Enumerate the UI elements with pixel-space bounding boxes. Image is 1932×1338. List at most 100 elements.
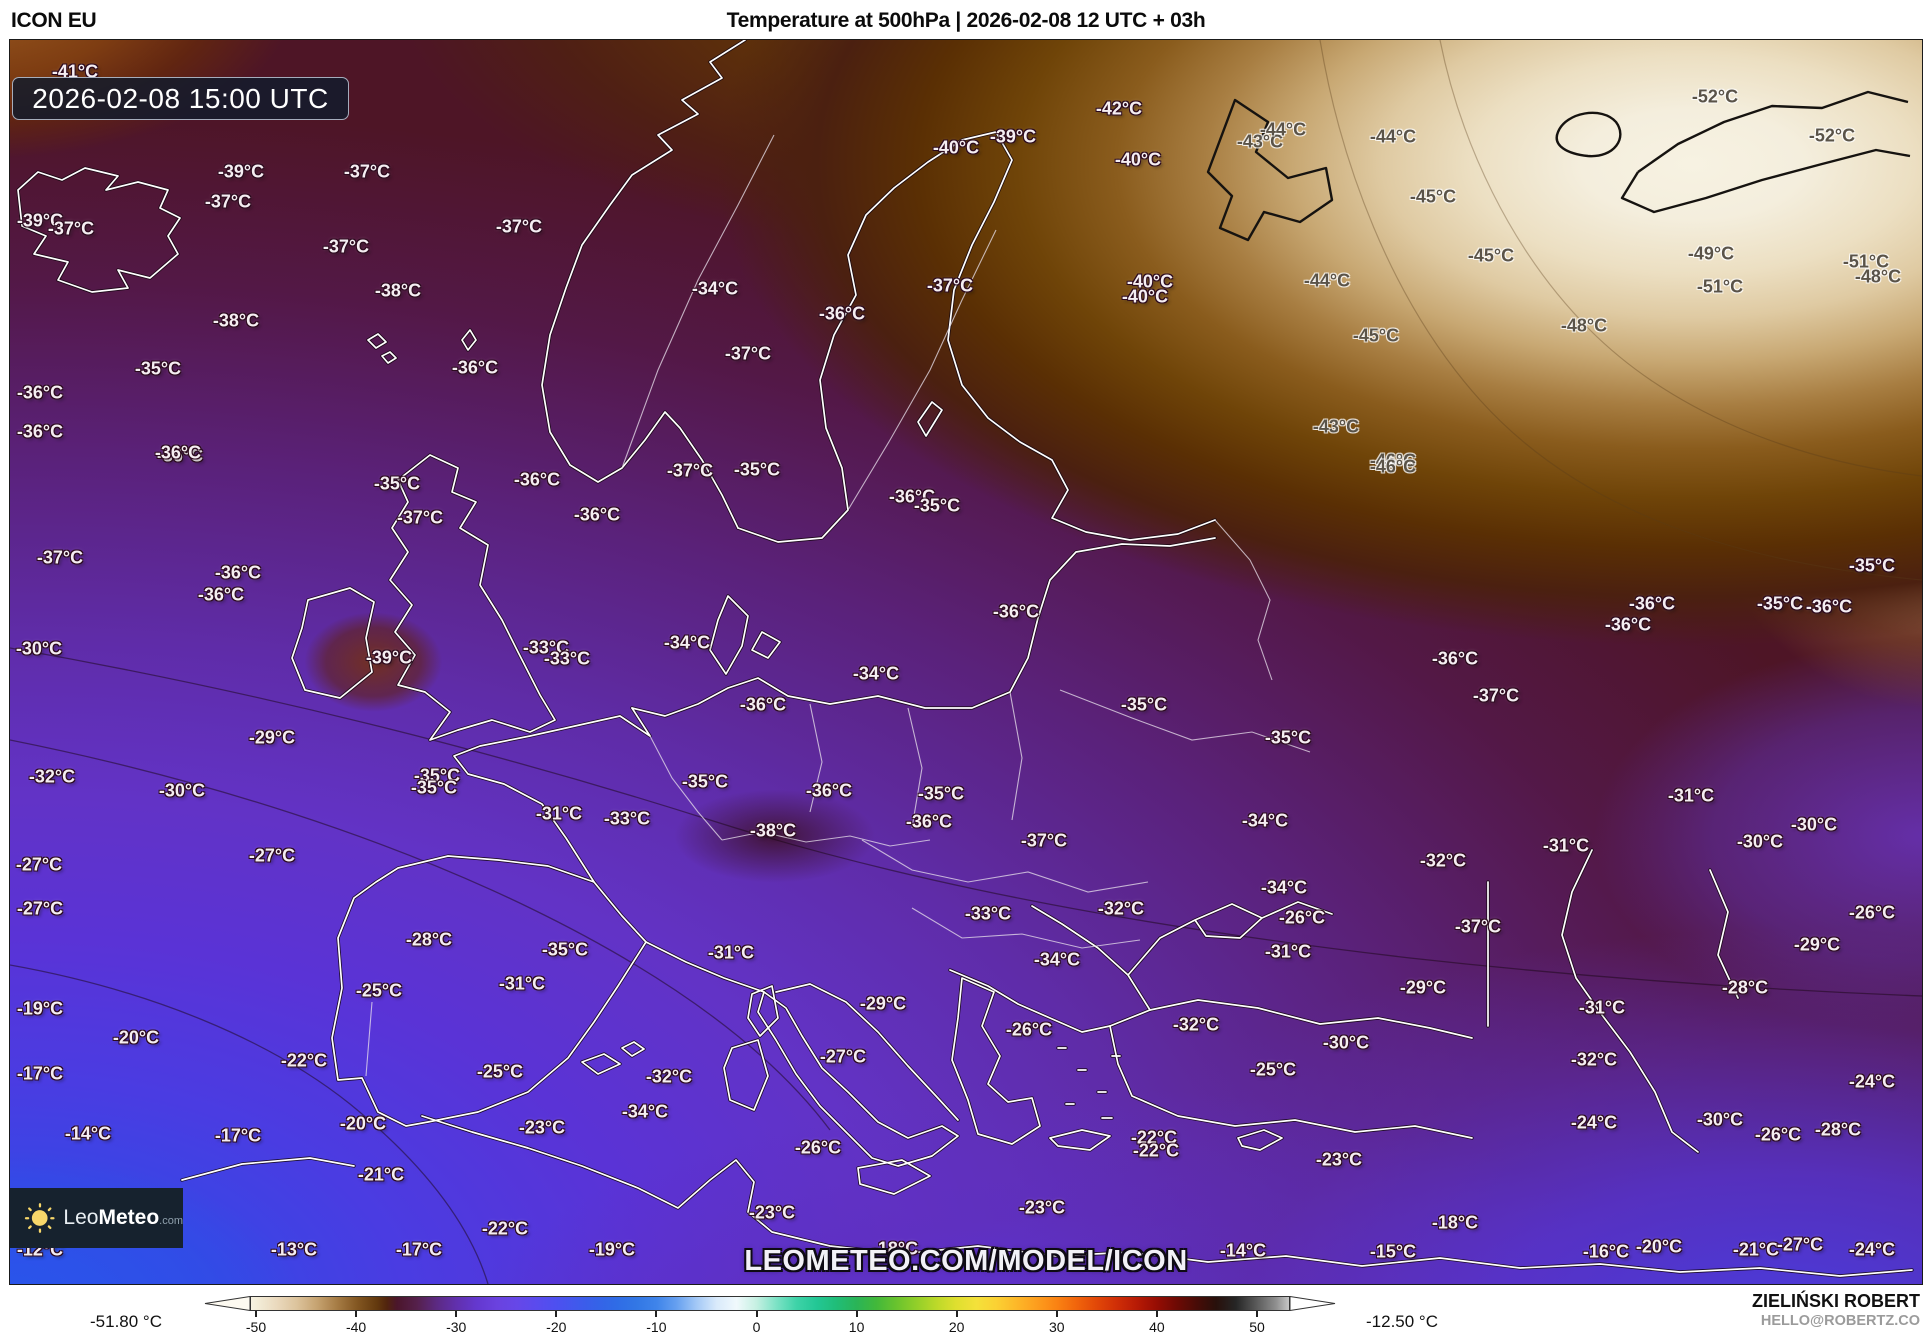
- colorbar-tick: 20: [949, 1311, 973, 1335]
- temperature-label: -25°C: [355, 980, 403, 1001]
- temperature-label: -34°C: [1260, 877, 1308, 898]
- temperature-label: -17°C: [16, 1063, 64, 1084]
- temperature-label: -19°C: [16, 998, 64, 1019]
- leometeo-logo: LeoMeteo.com: [10, 1188, 183, 1248]
- temperature-label: -36°C: [573, 504, 621, 525]
- temperature-label: -29°C: [1399, 977, 1447, 998]
- temperature-label: -32°C: [1570, 1049, 1618, 1070]
- temperature-label: -27°C: [819, 1046, 867, 1067]
- temperature-label: -37°C: [666, 460, 714, 481]
- temperature-label: -35°C: [1756, 593, 1804, 614]
- temperature-label: -36°C: [197, 584, 245, 605]
- temperature-label: -33°C: [964, 903, 1012, 924]
- temperature-label: -36°C: [214, 562, 262, 583]
- temperature-label: -36°C: [1628, 593, 1676, 614]
- temperature-label: -32°C: [1419, 850, 1467, 871]
- temperature-label: -23°C: [748, 1202, 796, 1223]
- temperature-label: -26°C: [794, 1137, 842, 1158]
- temperature-label: -37°C: [396, 507, 444, 528]
- temperature-label: -37°C: [724, 343, 772, 364]
- temperature-label: -37°C: [1454, 916, 1502, 937]
- temperature-label: -37°C: [343, 161, 391, 182]
- temperature-label: -35°C: [1120, 694, 1168, 715]
- temperature-label: -39°C: [365, 647, 413, 668]
- country-borders: [365, 134, 1311, 1077]
- temperature-label: -31°C: [1264, 941, 1312, 962]
- temperature-label: -34°C: [621, 1101, 669, 1122]
- temperature-label: -35°C: [1848, 555, 1896, 576]
- colorbar-tick: -50: [246, 1311, 276, 1335]
- temperature-label: -40°C: [932, 137, 980, 158]
- temperature-label: -37°C: [1472, 685, 1520, 706]
- temperature-label: -13°C: [270, 1239, 318, 1260]
- temperature-label: -38°C: [212, 310, 260, 331]
- temperature-label: -37°C: [322, 236, 370, 257]
- temperature-label: -31°C: [1578, 997, 1626, 1018]
- temperature-label: -38°C: [374, 280, 422, 301]
- temperature-label: -39°C: [16, 210, 64, 231]
- temperature-label: -30°C: [15, 638, 63, 659]
- temperature-label: -33°C: [603, 808, 651, 829]
- colorbar-tick: -30: [446, 1311, 476, 1335]
- temperature-label: -29°C: [1793, 934, 1841, 955]
- temperature-label: -36°C: [154, 442, 202, 463]
- colorbar-min-label: -51.80 °C: [90, 1312, 163, 1331]
- temperature-label: -24°C: [1570, 1112, 1618, 1133]
- header-bar: ICON EU Temperature at 500hPa | 2026-02-…: [0, 0, 1932, 40]
- temperature-labels: -41°C -39°C -37°C -37°C -39°C -37°C -37°C -37°C…: [10, 40, 1922, 1284]
- temperature-label: -34°C: [1033, 949, 1081, 970]
- temperature-label: -31°C: [1667, 785, 1715, 806]
- temperature-label: -40°C: [1114, 149, 1162, 170]
- weather-map: -41°C -39°C -37°C -37°C -39°C -37°C -37°C -37°C…: [9, 39, 1923, 1285]
- temperature-label: -45°C: [1467, 245, 1515, 266]
- temperature-label: -17°C: [214, 1125, 262, 1146]
- temperature-label: -20°C: [339, 1113, 387, 1134]
- author-name: ZIELIŃSKI ROBERT: [1751, 1291, 1920, 1311]
- temperature-label: -44°C: [1369, 126, 1417, 147]
- temperature-label: -18°C: [871, 1238, 919, 1259]
- temperature-label: -29°C: [248, 727, 296, 748]
- temperature-label: -39°C: [217, 161, 265, 182]
- temperature-label: -26°C: [1754, 1124, 1802, 1145]
- temperature-label: -22°C: [481, 1218, 529, 1239]
- temperature-label: -36°C: [16, 421, 64, 442]
- temperature-label: -40°C: [1121, 286, 1169, 307]
- temperature-label: -28°C: [405, 929, 453, 950]
- temperature-label: -31°C: [707, 942, 755, 963]
- temperature-label: -35°C: [681, 771, 729, 792]
- temperature-label: -34°C: [663, 632, 711, 653]
- app-name: ICON EU: [11, 9, 97, 32]
- temperature-label: -40°C: [1126, 271, 1174, 292]
- coastlines-layer: [10, 40, 1922, 1284]
- temperature-label: -27°C: [15, 854, 63, 875]
- temperature-label: -36°C: [805, 780, 853, 801]
- temperature-label: -23°C: [1315, 1149, 1363, 1170]
- temperature-label: -22°C: [280, 1050, 328, 1071]
- temperature-label: -38°C: [749, 820, 797, 841]
- colorbar-ticks: -50 -40 -30 -20 -10 0 10 20 30 40 50: [246, 1311, 1290, 1337]
- temperature-label: -37°C: [926, 275, 974, 296]
- colorbar-right-arrow: [1289, 1296, 1336, 1311]
- temperature-label: -36°C: [888, 486, 936, 507]
- temperature-label: -26°C: [1278, 907, 1326, 928]
- colorbar-tick: -40: [346, 1311, 376, 1335]
- temperature-label: -34°C: [691, 278, 739, 299]
- temperature-label: -48°C: [1854, 266, 1902, 287]
- temperature-label: -28°C: [1814, 1119, 1862, 1140]
- arctic-coastlines: [1206, 90, 1911, 242]
- temperature-label: -35°C: [917, 783, 965, 804]
- temperature-label: -35°C: [1264, 727, 1312, 748]
- temperature-label: -14°C: [64, 1123, 112, 1144]
- colorbar-tick: -20: [546, 1311, 576, 1335]
- temperature-label: -15°C: [1369, 1241, 1417, 1262]
- temperature-label: -43°C: [1236, 131, 1284, 152]
- temperature-label: -31°C: [498, 973, 546, 994]
- temperature-label: -36°C: [513, 469, 561, 490]
- temperature-label: -51°C: [1696, 276, 1744, 297]
- temperature-label: -35°C: [913, 495, 961, 516]
- colorbar-left-arrow: [204, 1296, 251, 1311]
- temperature-label: -32°C: [1097, 898, 1145, 919]
- temperature-label: -34°C: [1241, 810, 1289, 831]
- temperature-label: -35°C: [733, 459, 781, 480]
- temperature-label: -18°C: [1431, 1212, 1479, 1233]
